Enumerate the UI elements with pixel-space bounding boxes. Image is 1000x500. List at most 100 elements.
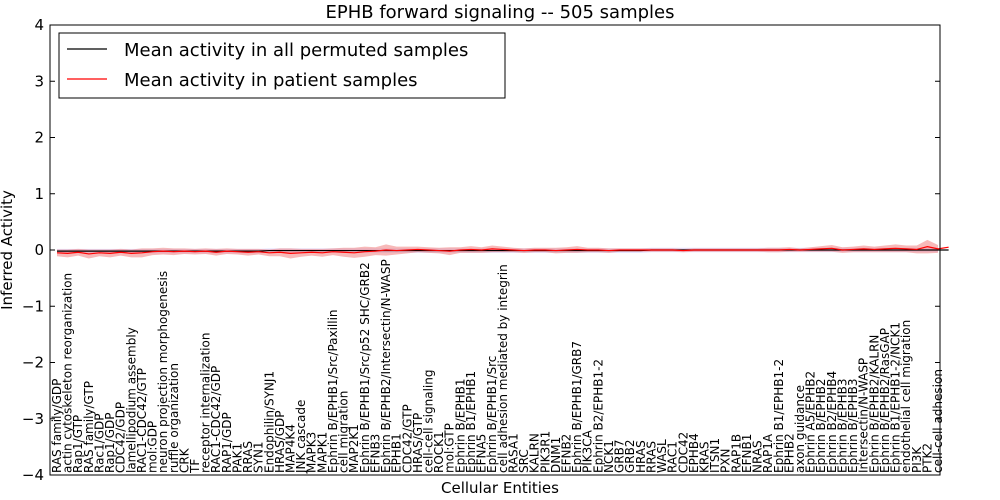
x-tick-label: RAC1 <box>666 441 680 473</box>
x-tick-label: Ephrin B/EPHB2 <box>814 379 828 473</box>
x-tick-label: Ephrin B1/EPHB1-2/NCK1 <box>889 322 903 473</box>
x-tick-label: mol:GDP <box>146 421 160 473</box>
legend: Mean activity in all permuted samples Me… <box>58 32 506 99</box>
x-tick-label: GRB7 <box>613 439 627 473</box>
x-tick-label: Rap1/GDP <box>103 413 117 474</box>
y-tick-label: −4 <box>22 466 44 484</box>
x-tick-label: PTK2 <box>920 443 934 473</box>
x-tick-label: TF <box>188 459 202 474</box>
legend-label-patient: Mean activity in patient samples <box>124 70 418 91</box>
x-tick-label: RRAS <box>241 441 255 473</box>
x-tick-label: Ephrin B/EPHB2/RasGAP <box>878 328 892 473</box>
x-tick-label: ITSN1 <box>708 438 722 473</box>
x-tick-label: EPHB2 <box>782 433 796 473</box>
y-axis: 4 3 2 1 0 −1 −2 −3 −4 <box>22 16 940 484</box>
x-tick-label: WASL <box>655 439 669 473</box>
x-tick-label: CDC42 <box>676 432 690 473</box>
x-tick-label: cell migration <box>337 391 351 473</box>
x-tick-label: GRB2 <box>623 439 637 473</box>
chart-title: EPHB forward signaling -- 505 samples <box>326 2 675 23</box>
x-tick-label: RAS family/GDP <box>50 379 64 473</box>
y-axis-label: Inferred Activity <box>0 190 16 310</box>
x-tick-label: RAC1-CDC42/GTP <box>135 368 149 473</box>
x-tick-label: KALRN <box>528 433 542 473</box>
x-tick-label: MAP2K1 <box>347 424 361 473</box>
x-tick-label: PIK3R1 <box>538 431 552 473</box>
y-tick-label: 0 <box>34 241 44 259</box>
x-tick-label: Rap1/GTP <box>71 415 85 473</box>
x-tick-label: Endophilin/SYNJ1 <box>262 371 276 473</box>
x-tick-label: Rac1/GDP <box>92 414 106 473</box>
y-tick-label: −2 <box>22 354 44 372</box>
x-tick-label: KRAS <box>697 441 711 473</box>
x-tick-label: EPHB4 <box>687 433 701 473</box>
x-tick-label: CDC42/GTP <box>400 404 414 473</box>
x-tick-label: EFNB1 <box>740 434 754 473</box>
x-tick-label: EFNB2 <box>559 434 573 473</box>
x-tick-label: RAP1/GDP <box>220 412 234 473</box>
x-tick-label: EPHB1 <box>390 433 404 473</box>
x-tick-label: Intersectin/N-WASP <box>857 358 871 473</box>
series-lines <box>56 246 949 255</box>
legend-box <box>58 32 506 99</box>
x-tick-label: receptor internalization <box>199 333 213 473</box>
x-tick-label: SYN1 <box>252 441 266 473</box>
x-tick-label: DNM1 <box>549 437 563 473</box>
x-tick-label: HRAS/GTP <box>411 413 425 473</box>
y-tick-label: −3 <box>22 410 44 428</box>
x-tick-label: Ephrin B/EPHB1/Src/p52 SHC/GRB2 <box>358 262 372 473</box>
x-tick-label: Ephrin B/EPHB1 <box>453 379 467 473</box>
x-tick-label: HRAS/GDP <box>273 410 287 473</box>
x-tick-label: RRAS <box>644 441 658 473</box>
y-tick-label: 4 <box>34 16 44 34</box>
y-tick-label: 1 <box>34 185 44 203</box>
x-tick-label: lamellipodium assembly <box>124 327 138 473</box>
x-tick-label: Ephrin B1/EPHB1 <box>464 371 478 473</box>
x-tick-label: cell adhesion mediated by integrin <box>496 264 510 473</box>
x-tick-label: axon guidance <box>793 385 807 473</box>
x-tick-label: PIK3CA <box>581 429 595 473</box>
x-tick-label: Ephrin B1/EPHB1-2 <box>772 359 786 473</box>
x-tick-label: MAP4K4 <box>284 424 298 473</box>
x-tick-label: cell-cell signaling <box>422 370 436 473</box>
x-tick-label: EFNB3 <box>368 434 382 473</box>
x-tick-label: Ephrin A5/EPHB2 <box>804 371 818 473</box>
x-tick-label: SRC <box>517 449 531 473</box>
x-tick-label: RAP1A <box>761 433 775 473</box>
x-tick-label: JNK cascade <box>294 400 308 474</box>
x-tick-label: RAP1B <box>729 434 743 473</box>
x-tick-label: Ephrin B/EPHB3 <box>846 379 860 473</box>
x-tick-label: RAS family/GTP <box>82 381 96 473</box>
y-tick-label: 2 <box>34 129 44 147</box>
y-tick-label: 3 <box>34 72 44 90</box>
x-tick-label: mol:GTP <box>443 423 457 473</box>
x-tick-label: Ephrin B/EPHB3 <box>835 379 849 473</box>
x-tick-label: MAPK1 <box>315 432 329 473</box>
x-tick-label: Ephrin B/EPHB1/GRB7 <box>570 341 584 473</box>
x-tick-label: PI3K <box>910 446 924 473</box>
x-tick-label: PXN <box>719 449 733 473</box>
x-tick-label: CRK <box>177 447 191 473</box>
x-tick-label: RASA1 <box>506 433 520 473</box>
x-tick-label: Ephrin B/EPHB1/Src <box>485 356 499 473</box>
x-tick-label: CDC42/GDP <box>114 402 128 473</box>
x-tick-label: EFNA5 <box>475 434 489 473</box>
x-tick-label: Ephrin B/EPHB1/Src/Paxillin <box>326 309 340 473</box>
x-tick-label: ROCK1 <box>432 431 446 473</box>
x-tick-label: HRAS <box>634 440 648 473</box>
x-tick-label: NCK1 <box>602 440 616 473</box>
x-tick-label: neuron projection morphogenesis <box>156 271 170 473</box>
x-tick-label: Ephrin B2/EPHB4 <box>825 371 839 473</box>
x-tick-label: PAK1 <box>230 443 244 473</box>
x-tick-label: Ephrin B/EPHB2/Intersectin/N-WASP <box>379 259 393 473</box>
legend-label-permuted: Mean activity in all permuted samples <box>124 40 468 61</box>
x-tick-label: Ephrin B/EPHB2/KALRN <box>867 335 881 473</box>
x-tick-label: endothelial cell migration <box>899 320 913 473</box>
x-tick-label: cell-cell adhesion <box>931 369 945 473</box>
y-tick-label: −1 <box>22 297 44 315</box>
series-line-patient <box>56 246 949 255</box>
x-axis-label: Cellular Entities <box>441 479 559 497</box>
x-tick-label: ruffle organization <box>167 363 181 473</box>
